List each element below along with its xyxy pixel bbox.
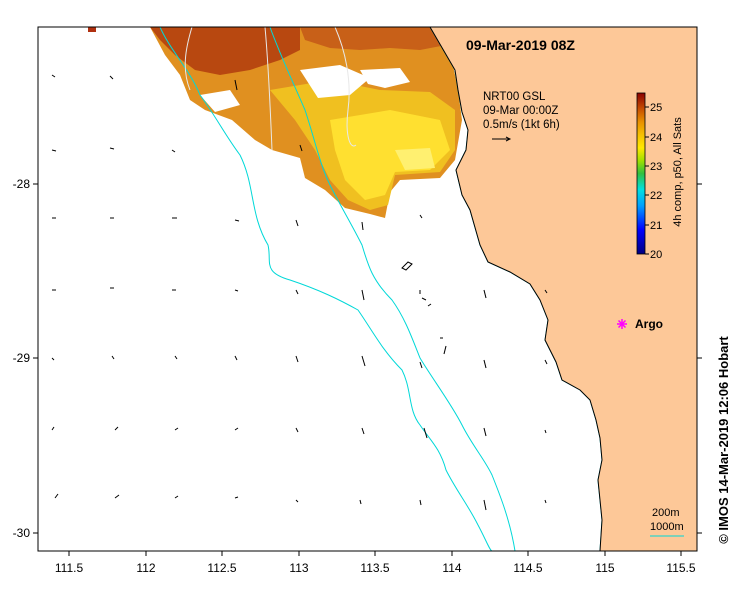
colorbar-tick: 24 [650, 132, 662, 144]
x-axis-labels: 111.5 112 112.5 113 113.5 114 114.5 115 … [55, 561, 696, 575]
y-tick-label: -28 [13, 177, 31, 191]
x-tick-label: 111.5 [55, 561, 84, 575]
colorbar-tick: 23 [650, 161, 662, 173]
x-tick-label: 113.5 [360, 561, 389, 575]
x-tick-label: 112 [136, 561, 155, 575]
argo-label: Argo [635, 317, 663, 331]
argo-float: Argo [617, 317, 663, 331]
reef-fragments [401, 261, 447, 355]
map-title: 09-Mar-2019 08Z [466, 37, 575, 53]
isobath-legend-200m: 200m [652, 507, 680, 519]
colorbar-label: 4h comp, p50, All Sats [672, 117, 684, 227]
axis-ticks [33, 183, 702, 556]
plot-frame [37, 26, 698, 552]
current-legend-scale: 0.5m/s (1kt 6h) [483, 119, 560, 131]
x-tick-label: 112.5 [207, 561, 236, 575]
colorbar: 20 21 22 23 24 25 4h comp, p50, All Sats [636, 92, 684, 261]
colorbar-tick: 20 [650, 249, 662, 261]
credit-text: © IMOS 14-Mar-2019 12:06 Hobart [716, 336, 731, 544]
colorbar-tick: 21 [650, 220, 662, 232]
y-axis-labels: -28 -29 -30 [13, 177, 31, 540]
x-tick-label: 114 [442, 561, 461, 575]
current-legend-arrow [492, 136, 512, 142]
isobath-legend-1000m: 1000m [650, 521, 684, 533]
x-tick-label: 115.5 [666, 561, 695, 575]
x-tick-label: 113 [289, 561, 308, 575]
land [429, 27, 697, 551]
y-tick-label: -29 [13, 351, 31, 365]
sst-patch [88, 27, 462, 218]
current-legend-source: NRT00 GSL [483, 91, 546, 103]
x-tick-label: 115 [595, 561, 614, 575]
sst-contours [184, 27, 357, 151]
current-vectors [51, 74, 548, 511]
current-legend: NRT00 GSL 09-Mar 00:00Z 0.5m/s (1kt 6h) [483, 91, 560, 142]
argo-marker-icon [617, 319, 627, 329]
y-tick-label: -30 [13, 526, 31, 540]
colorbar-tick: 22 [650, 190, 662, 202]
x-tick-label: 114.5 [513, 561, 542, 575]
current-legend-time: 09-Mar 00:00Z [483, 105, 558, 117]
colorbar-tick: 25 [650, 102, 662, 114]
colorbar-gradient [636, 92, 646, 255]
isobath-legend: 200m 1000m [650, 507, 684, 537]
